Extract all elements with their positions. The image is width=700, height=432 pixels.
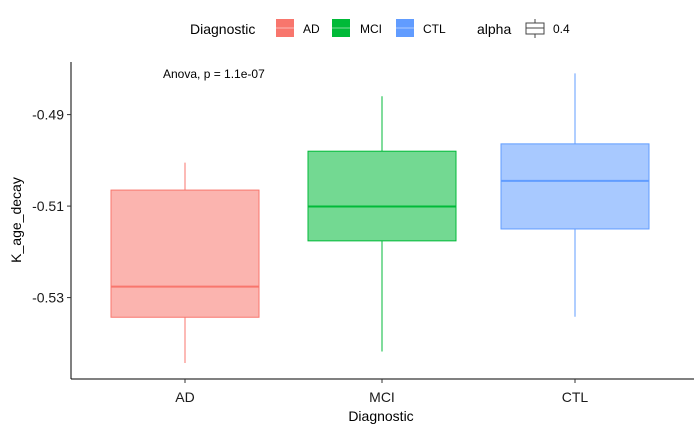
x-tick-label-ctl: CTL	[562, 389, 589, 405]
legend-key-mci: MCI	[332, 19, 382, 37]
x-axis-title: Diagnostic	[348, 408, 413, 424]
y-axis-ticks: -0.49 -0.51 -0.53	[32, 107, 71, 306]
legend-key-alpha: 0.4	[525, 19, 570, 38]
legend: Diagnostic AD MCI CTL alpha 0.4	[190, 19, 570, 38]
box-mci	[307, 96, 457, 352]
legend-key-ad: AD	[276, 19, 320, 37]
x-tick-label-mci: MCI	[369, 389, 395, 405]
box-body-ctl	[500, 143, 650, 230]
y-tick-label: -0.51	[32, 198, 64, 214]
y-axis-title: K_age_decay	[8, 177, 24, 263]
legend-label-ad: AD	[303, 22, 320, 36]
plot-panel: Anova, p = 1.1e-07 -0.49 -0.51 -0.53 AD MCI…	[32, 62, 694, 405]
legend-label-mci: MCI	[360, 22, 382, 36]
legend-fill-title: Diagnostic	[190, 21, 255, 37]
legend-label-alpha: 0.4	[553, 22, 570, 36]
x-axis-ticks: AD MCI CTL	[175, 379, 588, 405]
y-tick-label: -0.53	[32, 290, 64, 306]
anova-annotation: Anova, p = 1.1e-07	[163, 67, 265, 81]
boxes-layer	[110, 73, 650, 363]
legend-key-ctl: CTL	[396, 19, 446, 37]
y-tick-label: -0.49	[32, 107, 64, 123]
legend-label-ctl: CTL	[423, 22, 446, 36]
x-tick-label-ad: AD	[175, 389, 194, 405]
legend-alpha-title: alpha	[477, 21, 511, 37]
box-ad	[110, 162, 260, 363]
box-body-ad	[110, 189, 260, 318]
box-body-mci	[307, 150, 457, 242]
box-ctl	[500, 73, 650, 317]
